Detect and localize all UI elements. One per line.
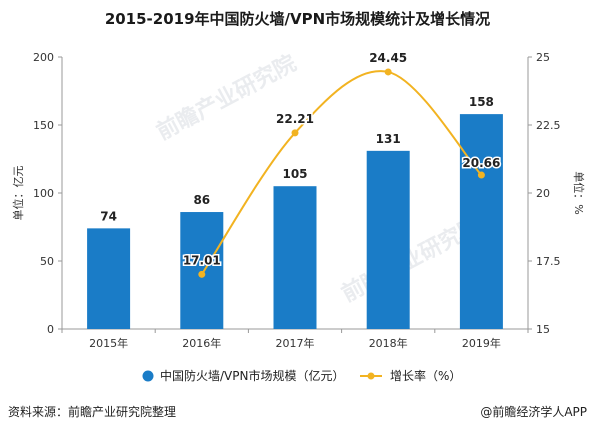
- growth-rate-label: 24.45: [369, 51, 407, 65]
- bar: [273, 186, 317, 329]
- x-tick-label: 2019年: [462, 336, 501, 350]
- y-right-tick-label: 17.5: [536, 255, 561, 268]
- x-tick-label: 2015年: [89, 336, 128, 350]
- y-left-tick-label: 0: [47, 323, 54, 336]
- bar: [459, 114, 503, 330]
- brand-note: @前瞻经济学人APP: [480, 405, 587, 419]
- y-left-tick-label: 150: [33, 119, 54, 132]
- y-right-tick-label: 15: [536, 323, 550, 336]
- growth-rate-line: [200, 70, 483, 275]
- y-right-tick-label: 22.5: [536, 119, 561, 132]
- bar-value-label: 86: [193, 193, 210, 207]
- y-right-axis-title: 单位：%: [572, 171, 586, 214]
- chart-title: 2015-2019年中国防火墙/VPN市场规模统计及增长情况: [104, 10, 491, 28]
- growth-rate-point: [291, 129, 299, 137]
- legend-line-marker: [367, 372, 375, 380]
- growth-rate-point: [198, 270, 206, 278]
- legend-bar-swatch: [142, 370, 154, 382]
- y-left-tick-label: 100: [33, 187, 54, 200]
- bar-value-label: 158: [469, 95, 494, 109]
- y-right-tick-label: 20: [536, 187, 550, 200]
- growth-rate-label: 17.01: [183, 253, 221, 267]
- source-note: 资料来源：前瞻产业研究院整理: [8, 405, 177, 419]
- y-right-tick-label: 25: [536, 51, 550, 64]
- bar-value-label: 74: [100, 209, 117, 223]
- bar-value-label: 105: [282, 167, 307, 181]
- bar: [87, 228, 131, 329]
- y-left-tick-label: 50: [40, 255, 54, 268]
- growth-rate-label: 22.21: [276, 112, 314, 126]
- x-tick-label: 2016年: [182, 336, 221, 350]
- bar: [180, 212, 224, 329]
- x-tick-label: 2018年: [369, 336, 408, 350]
- legend-bar-label: 中国防火墙/VPN市场规模（亿元）: [160, 368, 344, 383]
- growth-rate-point: [477, 171, 485, 179]
- bar: [366, 150, 410, 329]
- y-left-tick-label: 200: [33, 51, 54, 64]
- y-left-axis-title: 单位：亿元: [11, 166, 25, 221]
- growth-rate-label: 20.66: [462, 156, 500, 170]
- growth-rate-point: [384, 68, 392, 76]
- x-tick-label: 2017年: [276, 336, 315, 350]
- bar-value-label: 131: [376, 132, 401, 146]
- legend-line-label: 增长率（%）: [390, 368, 461, 383]
